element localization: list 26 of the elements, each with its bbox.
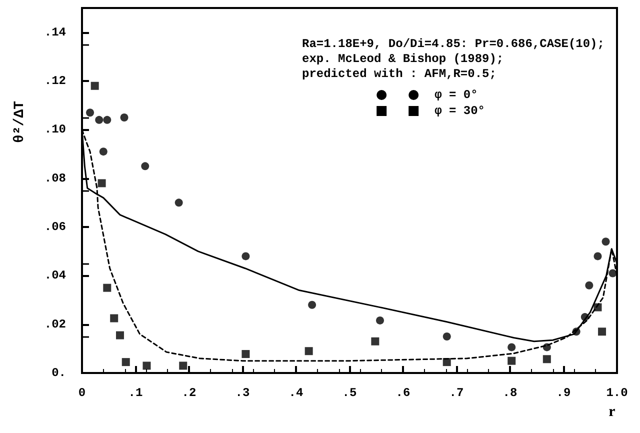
y-tick-label: .14: [44, 25, 66, 40]
x-tick-label: 0: [78, 386, 86, 400]
annotation: exp. McLeod & Bishop (1989);: [302, 52, 504, 66]
x-tick-label: .3: [235, 386, 250, 400]
x-tick-label: .4: [288, 386, 304, 400]
y-tick-label: .02: [44, 317, 66, 332]
x-tick-label: .9: [556, 386, 571, 400]
y-tick-label: .04: [44, 268, 66, 283]
y-tick-label: .12: [44, 74, 66, 88]
legend-label: φ = 30°: [434, 104, 486, 118]
annotation: predicted with : AFM,R=0.5;: [302, 67, 496, 81]
y-axis-title: θ²/ΔT: [12, 100, 28, 144]
x-tick-label: .8: [502, 386, 518, 400]
y-tick-label: 0.: [52, 366, 66, 380]
x-tick-label: .1: [128, 386, 143, 400]
x-tick-label: .2: [182, 386, 196, 400]
annotation: Ra=1.18E+9, Do/Di=4.85: Pr=0.686,CASE(10);: [302, 37, 604, 51]
x-tick-label: 1.0: [606, 386, 628, 400]
legend-label: φ = 0°: [434, 88, 478, 102]
x-axis-title: r: [608, 404, 616, 420]
y-tick-label: .08: [44, 171, 66, 186]
y-tick-label: .06: [44, 220, 66, 234]
x-tick-label: .5: [342, 386, 357, 400]
x-tick-label: .6: [396, 386, 410, 400]
y-tick-label: .10: [44, 122, 66, 137]
x-tick-label: .7: [449, 386, 464, 400]
